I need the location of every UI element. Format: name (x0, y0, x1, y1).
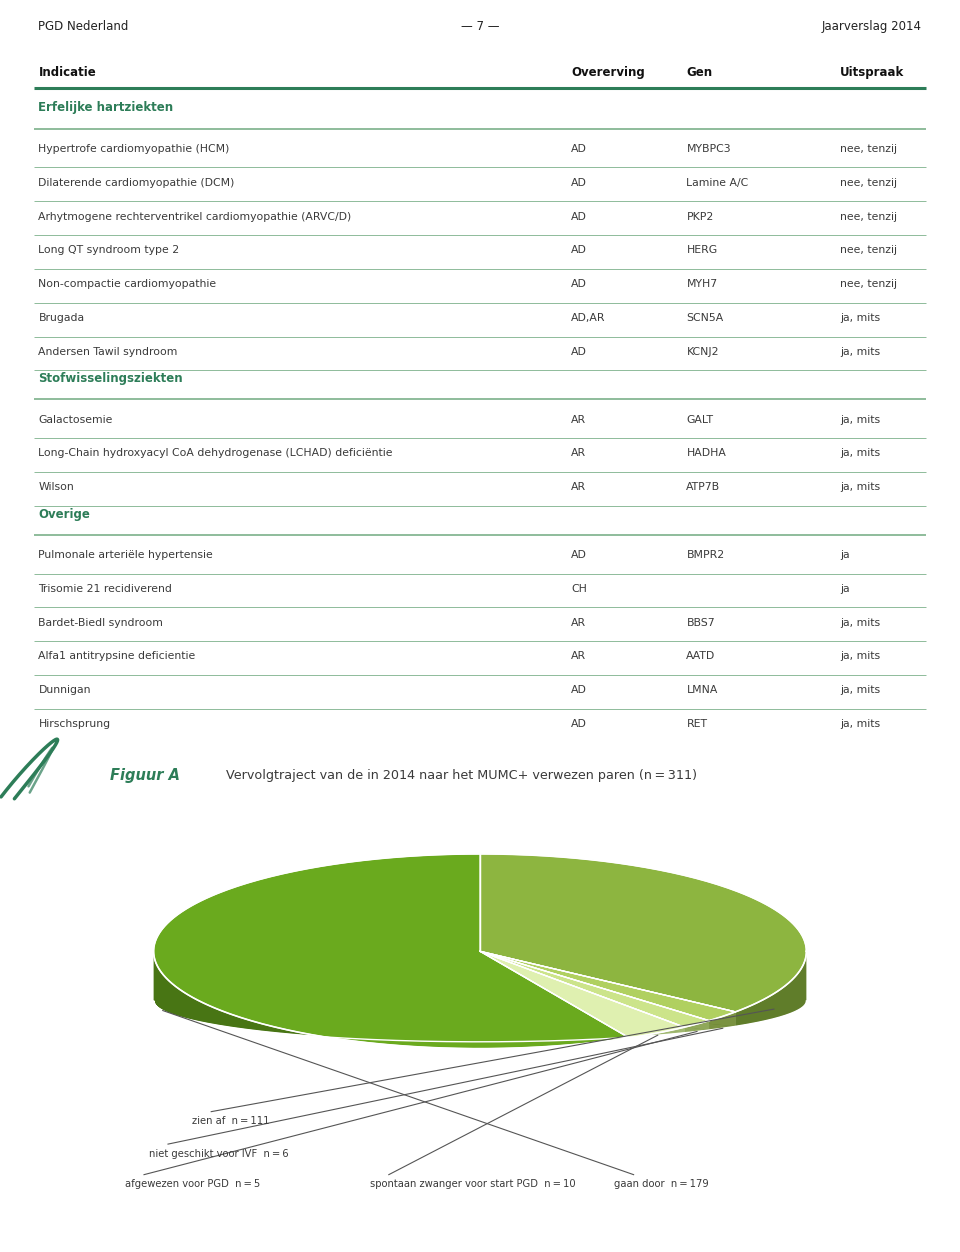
Text: Hirschsprung: Hirschsprung (38, 719, 110, 729)
Text: afgewezen voor PGD  n = 5: afgewezen voor PGD n = 5 (125, 1179, 260, 1189)
Text: CH: CH (571, 583, 588, 593)
Polygon shape (154, 952, 629, 1042)
Polygon shape (480, 952, 735, 1027)
Text: ja, mits: ja, mits (840, 414, 880, 424)
Text: PKP2: PKP2 (686, 212, 713, 222)
Polygon shape (154, 854, 629, 1049)
Text: AR: AR (571, 482, 587, 492)
Text: SCN5A: SCN5A (686, 313, 724, 323)
Text: Overige: Overige (38, 507, 90, 521)
Text: AR: AR (571, 651, 587, 661)
Text: HADHA: HADHA (686, 448, 727, 458)
Text: Lamine A/C: Lamine A/C (686, 178, 749, 188)
Text: AD: AD (571, 144, 588, 154)
Polygon shape (480, 952, 709, 1030)
Text: Non-compactie cardiomyopathie: Non-compactie cardiomyopathie (38, 279, 217, 289)
Text: ja, mits: ja, mits (840, 719, 880, 729)
Text: ja, mits: ja, mits (840, 651, 880, 661)
Polygon shape (480, 952, 684, 1033)
Text: AD: AD (571, 347, 588, 357)
Text: Dunnigan: Dunnigan (38, 685, 91, 695)
Polygon shape (480, 952, 735, 1020)
Polygon shape (629, 983, 684, 1038)
Text: Brugada: Brugada (38, 313, 84, 323)
Text: ja, mits: ja, mits (840, 482, 880, 492)
Text: Arhytmogene rechterventrikel cardiomyopathie (ARVC/D): Arhytmogene rechterventrikel cardiomyopa… (38, 212, 351, 222)
Text: Uitspraak: Uitspraak (840, 66, 904, 79)
Text: AD: AD (571, 719, 588, 729)
Text: AD: AD (571, 212, 588, 222)
Text: Indicatie: Indicatie (38, 66, 96, 79)
Text: spontaan zwanger voor start PGD  n = 10: spontaan zwanger voor start PGD n = 10 (370, 1179, 575, 1189)
Text: RET: RET (686, 719, 708, 729)
Text: Overerving: Overerving (571, 66, 645, 79)
Text: ATP7B: ATP7B (686, 482, 721, 492)
Text: niet geschikt voor IVF  n = 6: niet geschikt voor IVF n = 6 (149, 1148, 288, 1158)
Text: Stofwisselingsziekten: Stofwisselingsziekten (38, 372, 183, 386)
Text: Dilaterende cardiomyopathie (DCM): Dilaterende cardiomyopathie (DCM) (38, 178, 235, 188)
Polygon shape (684, 980, 709, 1033)
Text: Jaarverslag 2014: Jaarverslag 2014 (822, 20, 922, 34)
Text: nee, tenzij: nee, tenzij (840, 279, 897, 289)
Text: AATD: AATD (686, 651, 715, 661)
Polygon shape (480, 952, 684, 1038)
Text: nee, tenzij: nee, tenzij (840, 212, 897, 222)
Text: AR: AR (571, 448, 587, 458)
Polygon shape (480, 952, 629, 1038)
Text: Gen: Gen (686, 66, 712, 79)
Text: ja, mits: ja, mits (840, 448, 880, 458)
Text: PGD Nederland: PGD Nederland (38, 20, 129, 34)
Text: Wilson: Wilson (38, 482, 74, 492)
Text: Alfa1 antitrypsine deficientie: Alfa1 antitrypsine deficientie (38, 651, 196, 661)
Text: Erfelijke hartziekten: Erfelijke hartziekten (38, 101, 174, 114)
Text: BBS7: BBS7 (686, 617, 715, 627)
Polygon shape (709, 977, 735, 1030)
Text: ja, mits: ja, mits (840, 685, 880, 695)
Text: Bardet-Biedl syndroom: Bardet-Biedl syndroom (38, 617, 163, 627)
Polygon shape (480, 952, 709, 1027)
Text: LMNA: LMNA (686, 685, 718, 695)
Text: ja, mits: ja, mits (840, 617, 880, 627)
Polygon shape (480, 854, 806, 1012)
Text: GALT: GALT (686, 414, 713, 424)
Text: Pulmonale arteriële hypertensie: Pulmonale arteriële hypertensie (38, 550, 213, 560)
Text: AR: AR (571, 414, 587, 424)
Text: Long QT syndroom type 2: Long QT syndroom type 2 (38, 245, 180, 255)
Text: Hypertrofe cardiomyopathie (HCM): Hypertrofe cardiomyopathie (HCM) (38, 144, 229, 154)
Text: ja: ja (840, 583, 850, 593)
Text: AD: AD (571, 550, 588, 560)
Text: AD: AD (571, 685, 588, 695)
Text: Galactosemie: Galactosemie (38, 414, 112, 424)
Text: AR: AR (571, 617, 587, 627)
Text: ja, mits: ja, mits (840, 313, 880, 323)
Text: ja: ja (840, 550, 850, 560)
Text: AD: AD (571, 178, 588, 188)
Polygon shape (735, 952, 806, 1027)
Text: AD,AR: AD,AR (571, 313, 606, 323)
Polygon shape (480, 952, 629, 1038)
Text: Andersen Tawil syndroom: Andersen Tawil syndroom (38, 347, 178, 357)
Text: Vervolgtraject van de in 2014 naar het MUMC+ verwezen paren (n = 311): Vervolgtraject van de in 2014 naar het M… (226, 769, 697, 782)
Text: ja, mits: ja, mits (840, 347, 880, 357)
Text: zien af  n = 111: zien af n = 111 (192, 1117, 270, 1127)
Text: BMPR2: BMPR2 (686, 550, 725, 560)
Text: MYBPC3: MYBPC3 (686, 144, 731, 154)
Text: AD: AD (571, 245, 588, 255)
Text: nee, tenzij: nee, tenzij (840, 245, 897, 255)
Text: HERG: HERG (686, 245, 717, 255)
Text: Figuur A: Figuur A (110, 769, 180, 784)
Text: Trisomie 21 recidiverend: Trisomie 21 recidiverend (38, 583, 172, 593)
Text: Long-Chain hydroxyacyl CoA dehydrogenase (LCHAD) deficiëntie: Long-Chain hydroxyacyl CoA dehydrogenase… (38, 448, 393, 458)
Text: KCNJ2: KCNJ2 (686, 347, 719, 357)
Text: gaan door  n = 179: gaan door n = 179 (614, 1179, 709, 1189)
Polygon shape (480, 952, 735, 1027)
Text: MYH7: MYH7 (686, 279, 717, 289)
Text: nee, tenzij: nee, tenzij (840, 144, 897, 154)
Polygon shape (480, 952, 709, 1030)
Text: — 7 —: — 7 — (461, 20, 499, 34)
Polygon shape (480, 952, 684, 1033)
Text: nee, tenzij: nee, tenzij (840, 178, 897, 188)
Text: AD: AD (571, 279, 588, 289)
